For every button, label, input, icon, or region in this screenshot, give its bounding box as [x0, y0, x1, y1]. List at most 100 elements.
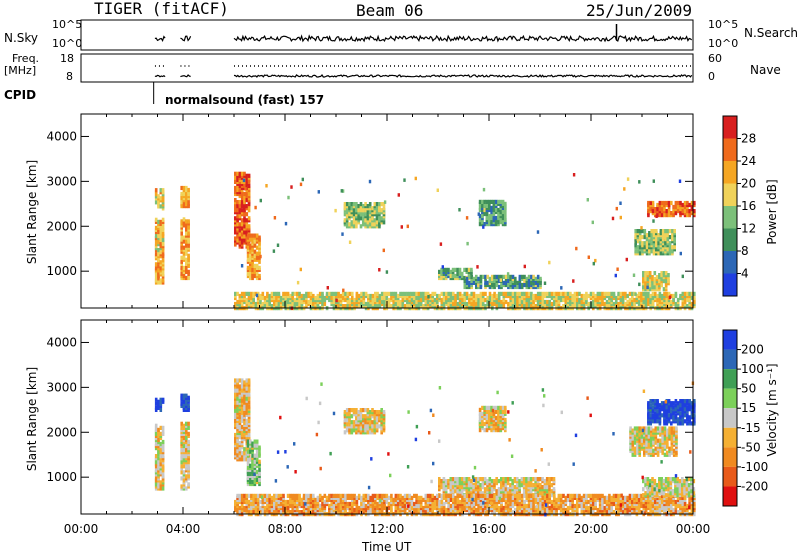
heatmap-cell — [534, 280, 538, 285]
heatmap-cell — [461, 510, 464, 515]
heatmap-cell — [245, 386, 249, 391]
heatmap-cell — [598, 295, 602, 301]
heatmap-cell — [348, 202, 351, 207]
heatmap-cell — [357, 426, 360, 431]
heatmap-cell — [157, 219, 160, 224]
heatmap-cell — [477, 276, 480, 281]
heatmap-cell — [497, 301, 501, 307]
heatmap-cell — [392, 291, 395, 296]
heatmap-cell — [495, 477, 498, 482]
heatmap-cell — [180, 425, 183, 430]
heatmap-cell — [238, 384, 242, 389]
heatmap-cell — [187, 187, 190, 193]
heatmap-cell — [332, 291, 336, 296]
heatmap-cell — [483, 199, 486, 204]
nsky-trace — [154, 35, 166, 43]
heatmap-cell — [385, 270, 389, 274]
heatmap-cell — [442, 477, 446, 482]
heatmap-cell — [501, 405, 505, 410]
heatmap-cell — [660, 213, 664, 218]
heatmap-cell — [504, 299, 508, 305]
heatmap-cell — [500, 493, 503, 498]
heatmap-cell — [458, 267, 462, 272]
heatmap-cell — [251, 233, 254, 238]
heatmap-cell — [352, 216, 356, 221]
heatmap-cell — [357, 204, 360, 209]
heatmap-cell — [601, 295, 604, 301]
heatmap-cell — [252, 493, 255, 498]
heatmap-cell — [161, 439, 165, 445]
heatmap-cell — [255, 293, 259, 298]
heatmap-cell — [323, 503, 327, 509]
heatmap-cell — [251, 469, 254, 474]
heatmap-cell — [380, 493, 384, 498]
heatmap-cell — [182, 423, 186, 428]
heatmap-cell — [374, 499, 377, 505]
ytick-label: 3000 — [46, 174, 77, 188]
heatmap-cell — [518, 501, 522, 507]
heatmap-cell — [238, 240, 242, 245]
heatmap-cell — [478, 213, 482, 219]
heatmap-cell — [341, 304, 345, 309]
heatmap-cell — [500, 274, 503, 279]
heatmap-cell — [287, 195, 290, 200]
heatmap-cell — [275, 501, 278, 507]
heatmap-cell — [364, 424, 367, 429]
heatmap-cell — [187, 219, 190, 224]
heatmap-cell — [617, 291, 620, 296]
heatmap-cell — [642, 291, 646, 296]
heatmap-cell — [655, 239, 658, 244]
colorbar-tick-label: 4 — [741, 267, 749, 281]
heatmap-cell — [438, 481, 441, 486]
heatmap-cell — [638, 229, 642, 234]
heatmap-cell — [440, 291, 444, 296]
heatmap-cell — [300, 293, 304, 299]
heatmap-cell — [663, 291, 666, 296]
heatmap-cell — [403, 295, 407, 301]
heatmap-cell — [527, 274, 531, 279]
heatmap-cell — [364, 414, 367, 419]
heatmap-cell — [394, 493, 398, 498]
heatmap-cell — [240, 291, 244, 296]
heatmap-cell — [440, 267, 443, 272]
heatmap-cell — [307, 299, 310, 305]
heatmap-cell — [243, 206, 246, 211]
heatmap-cell — [185, 269, 188, 274]
heatmap-cell — [238, 493, 242, 498]
heatmap-cell — [491, 301, 494, 307]
heatmap-cell — [383, 200, 387, 204]
heatmap-cell — [234, 432, 237, 438]
heatmap-cell — [314, 503, 317, 509]
heatmap-cell — [245, 297, 249, 303]
heatmap-cell — [679, 200, 682, 206]
heatmap-cell — [532, 274, 535, 279]
heatmap-cell — [341, 493, 345, 498]
heatmap-cell — [679, 211, 682, 216]
heatmap-cell — [458, 493, 462, 498]
heatmap-cell — [520, 483, 524, 488]
heatmap-cell — [238, 171, 242, 176]
ytick-label: 1000 — [46, 264, 77, 278]
heatmap-cell — [484, 493, 487, 498]
heatmap-cell — [460, 477, 464, 482]
heatmap-cell — [514, 499, 517, 505]
heatmap-cell — [240, 171, 244, 176]
heatmap-cell — [525, 291, 529, 296]
heatmap-cell — [548, 491, 551, 496]
heatmap-cell — [527, 493, 531, 498]
heatmap-cell — [484, 297, 487, 303]
heatmap-cell — [376, 291, 379, 296]
heatmap-cell — [397, 193, 400, 197]
heatmap-cell — [433, 499, 437, 505]
heatmap-cell — [458, 477, 462, 482]
heatmap-cell — [289, 293, 292, 299]
heatmap-cell — [157, 464, 160, 469]
heatmap-cell — [348, 428, 351, 433]
heatmap-cell — [375, 206, 379, 211]
heatmap-cell — [660, 200, 664, 206]
heatmap-cell — [668, 235, 672, 240]
heatmap-cell — [468, 293, 471, 299]
heatmap-cell — [243, 457, 246, 462]
heatmap-cell — [532, 281, 535, 286]
heatmap-cell — [348, 291, 352, 296]
